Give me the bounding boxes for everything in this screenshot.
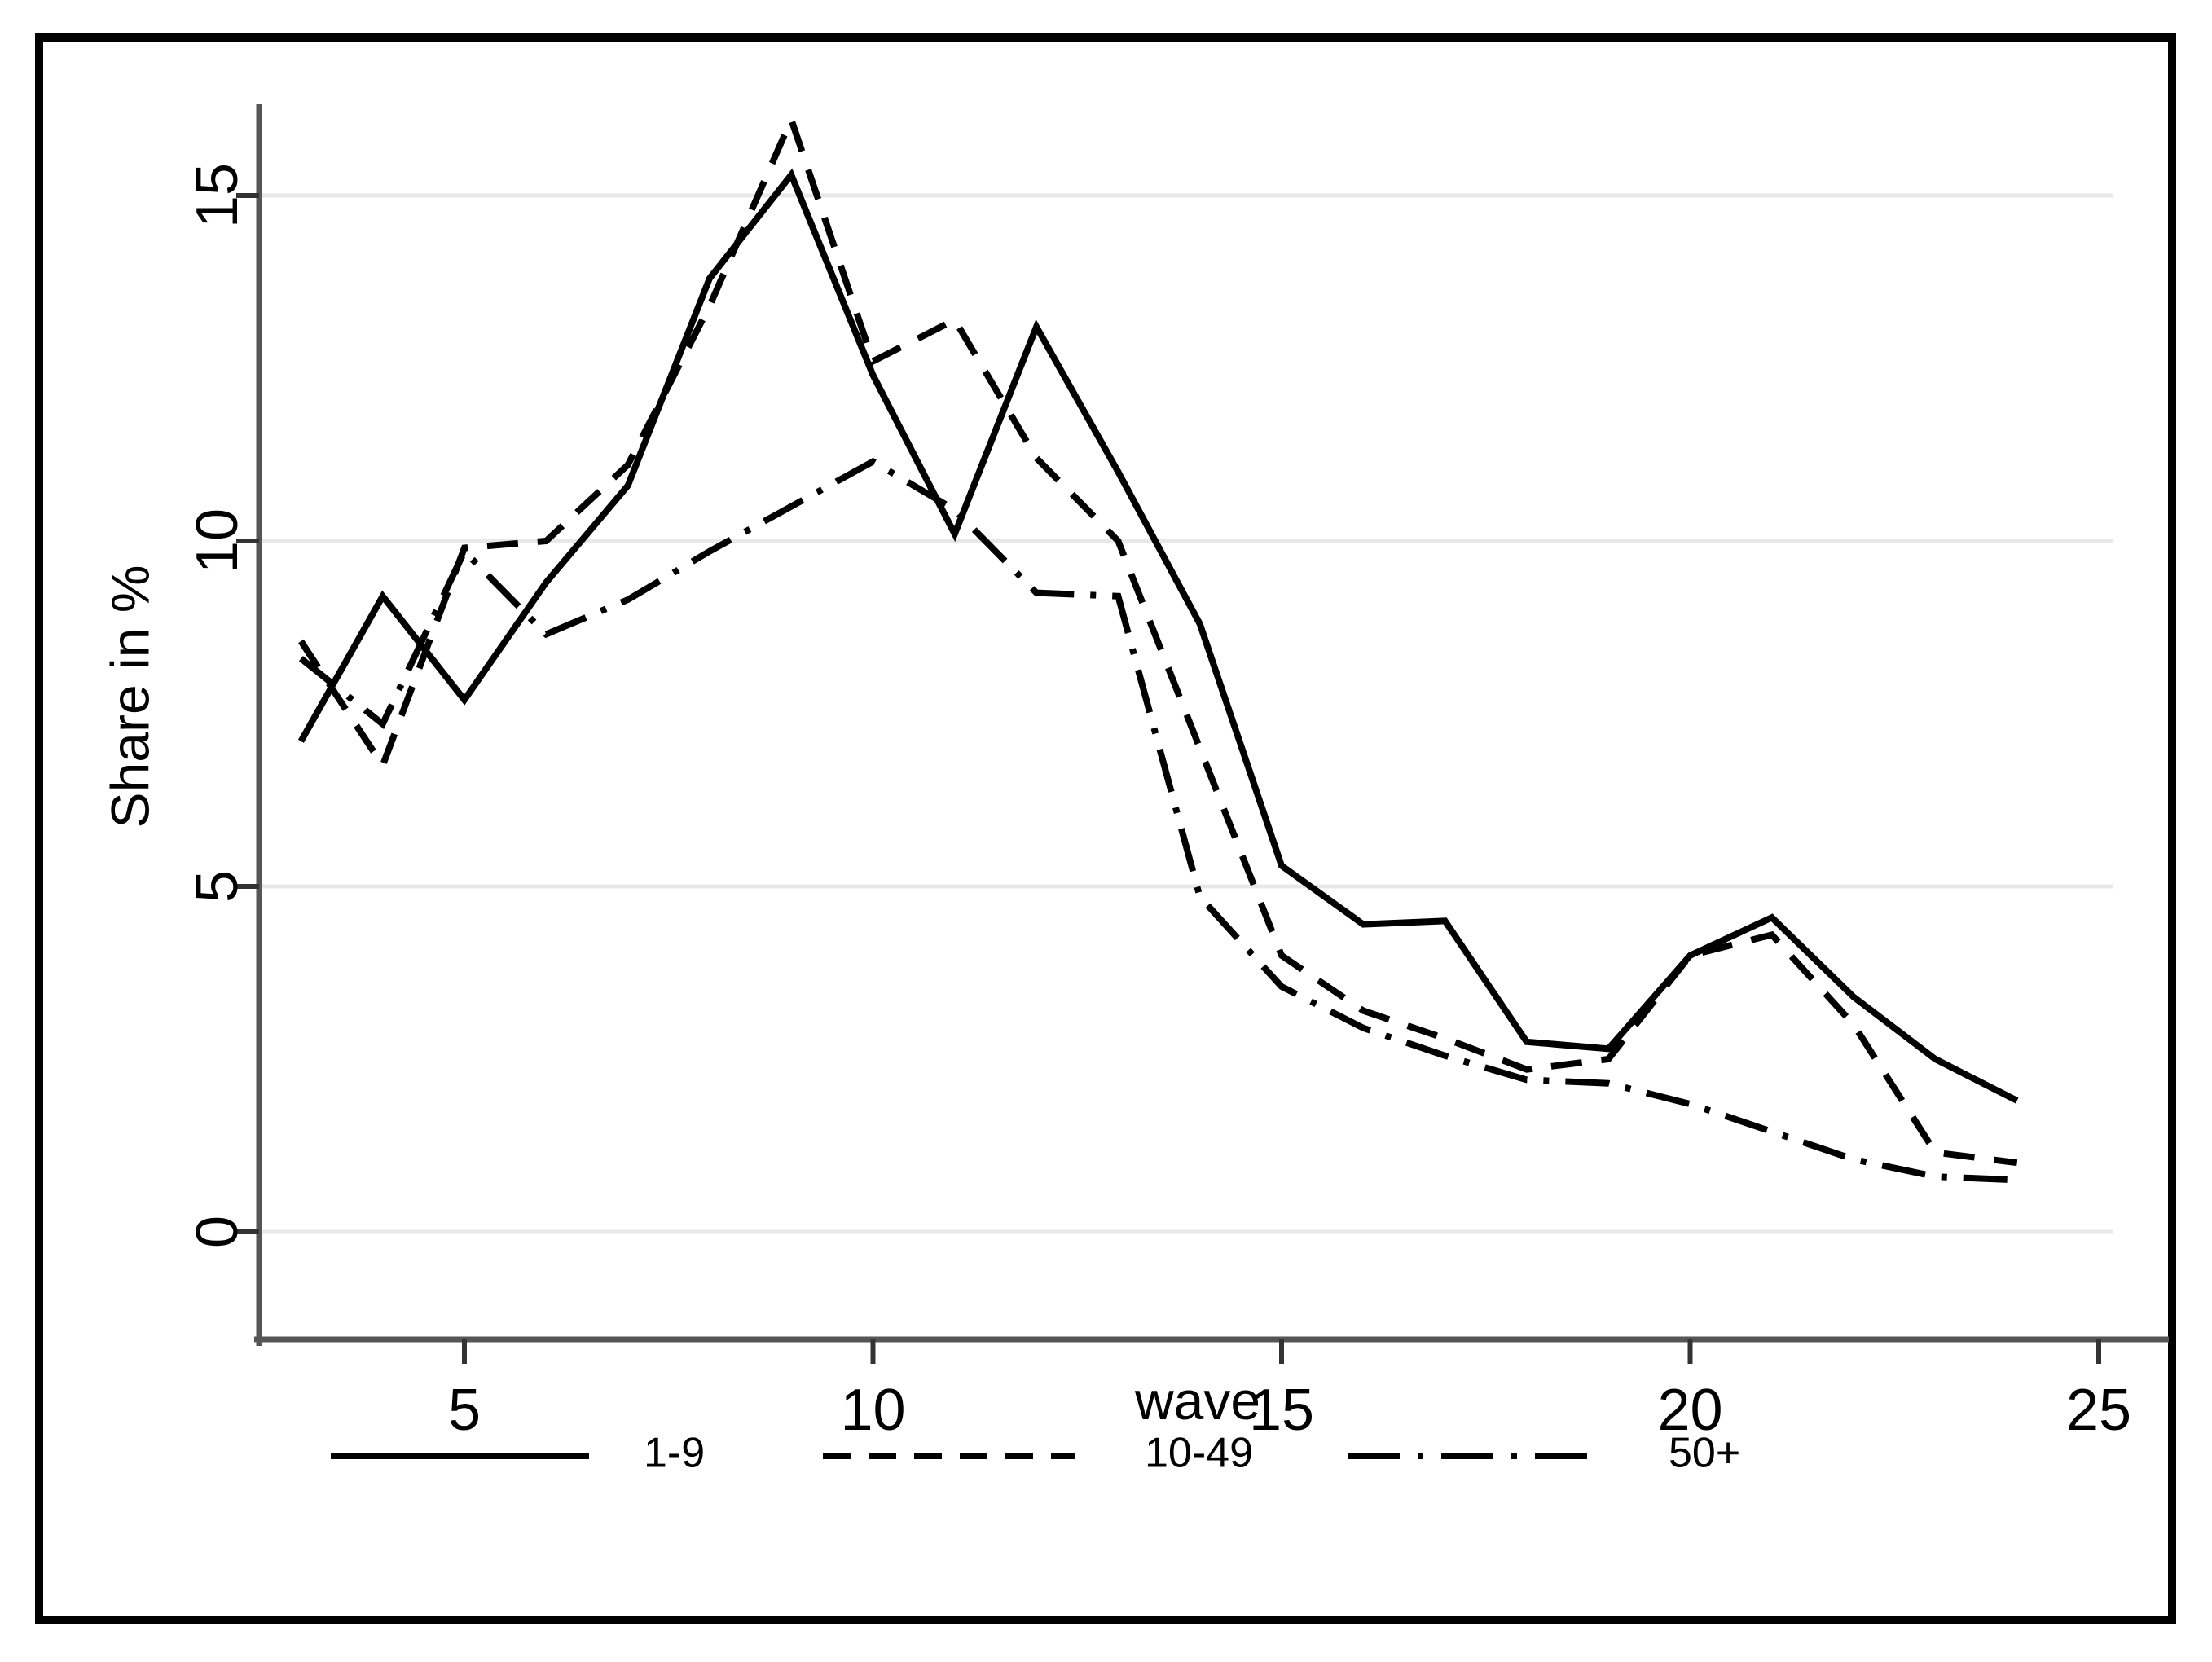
x-tick-label-25: 25 <box>2066 1378 2131 1443</box>
legend-label-50+: 50+ <box>1669 1430 1740 1477</box>
y-tick-label-10: 10 <box>185 508 250 574</box>
y-axis-title: Share in % <box>99 565 160 829</box>
x-tick-label-20: 20 <box>1657 1378 1722 1443</box>
x-tick-label-10: 10 <box>840 1378 905 1443</box>
x-tick-label-15: 15 <box>1249 1378 1314 1443</box>
figure-border <box>35 33 2176 1624</box>
x-axis-title: wave <box>1134 1370 1260 1431</box>
y-tick-label-5: 5 <box>185 870 250 903</box>
legend-label-1-9: 1-9 <box>644 1430 705 1477</box>
series-line-10-49 <box>298 110 2018 1167</box>
y-tick-label-0: 0 <box>185 1216 250 1248</box>
series-line-50+ <box>298 457 2017 1184</box>
legend-label-10-49: 10-49 <box>1145 1430 1253 1477</box>
x-tick-label-5: 5 <box>448 1378 481 1443</box>
y-tick-label-15: 15 <box>185 163 250 228</box>
series-line-1-9 <box>297 168 2019 1104</box>
